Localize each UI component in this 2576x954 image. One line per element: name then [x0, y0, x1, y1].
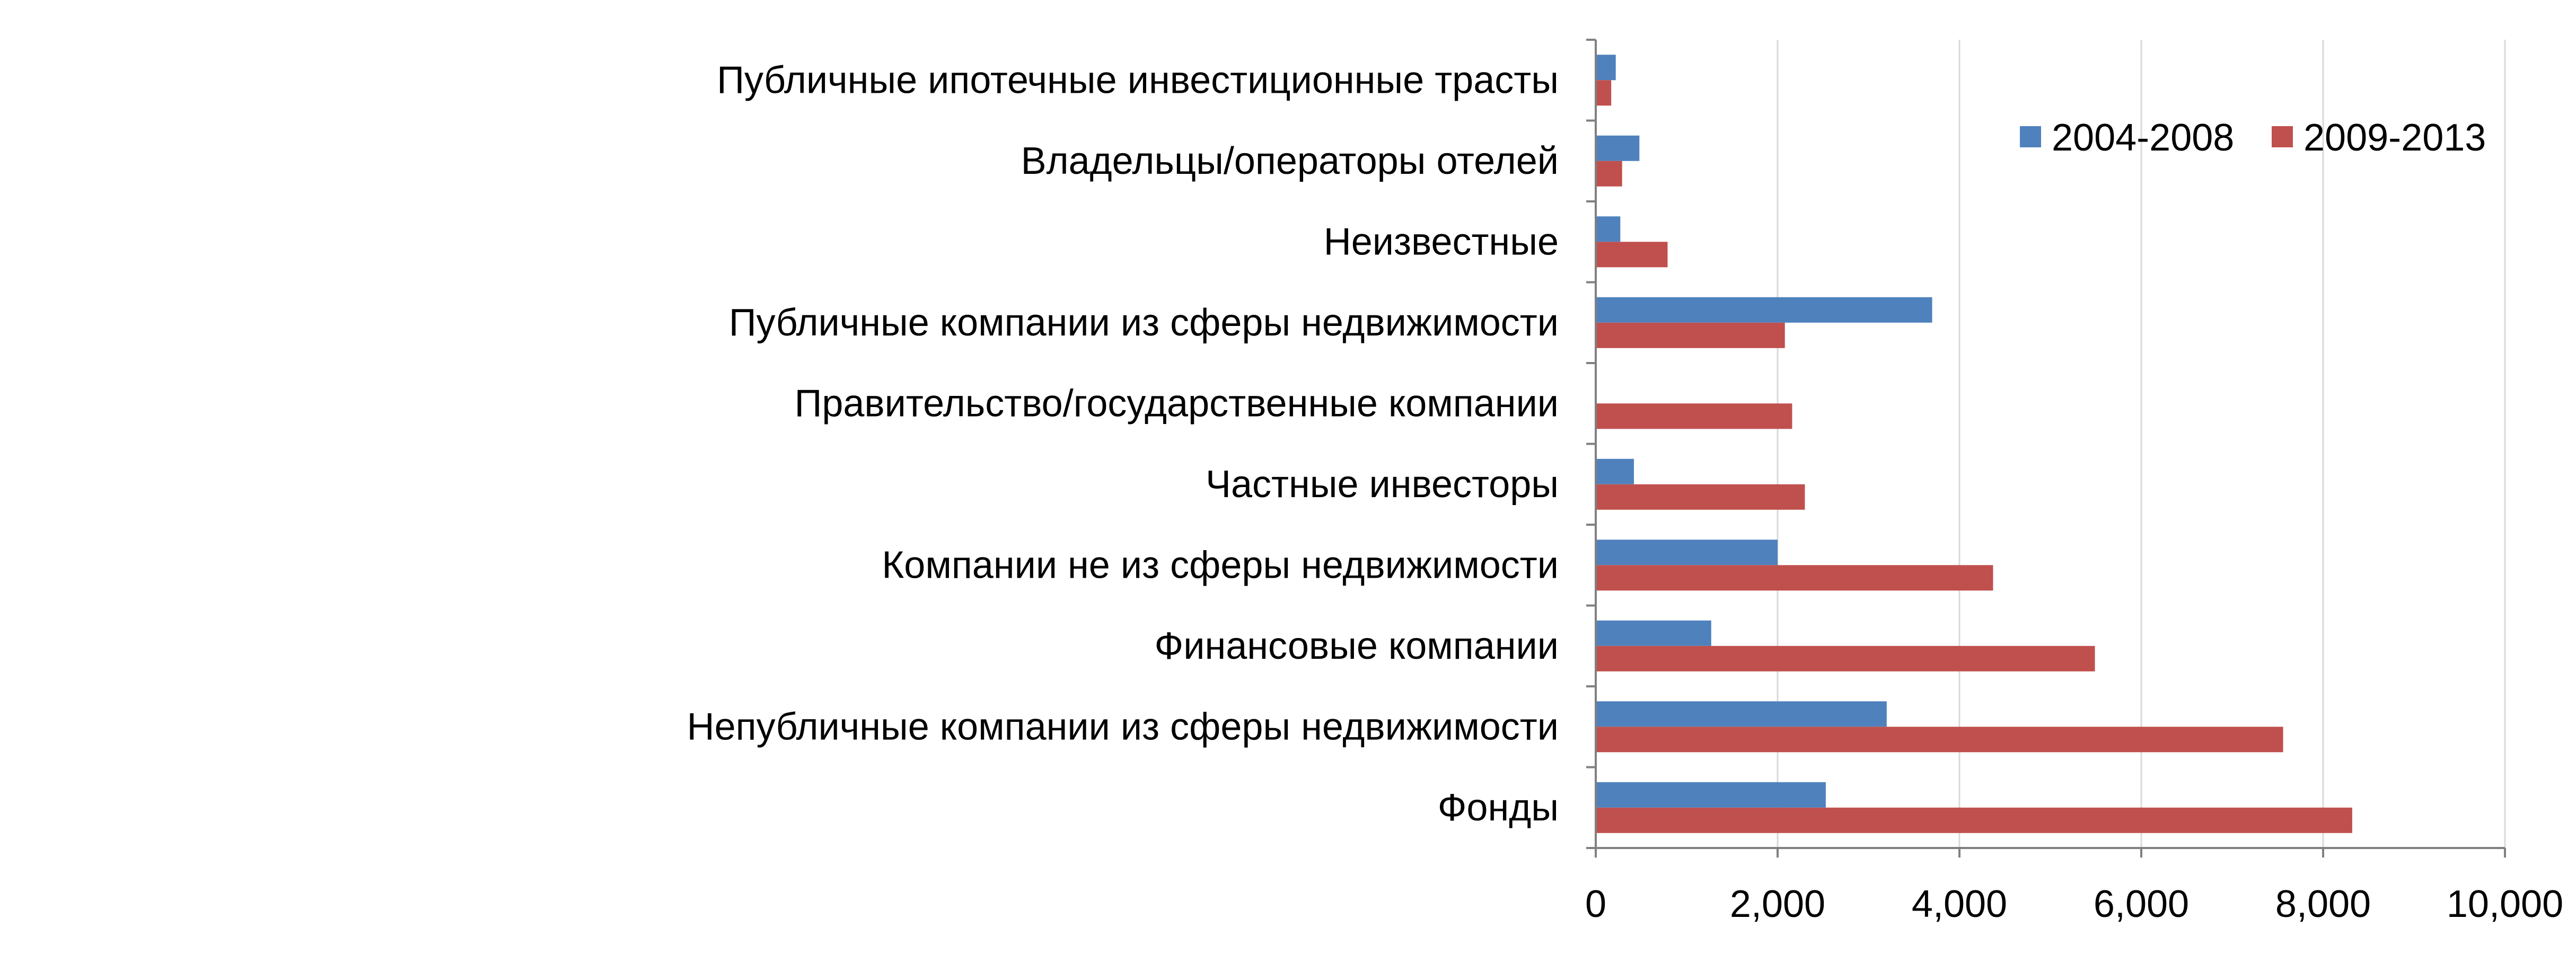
x-tick-labels: 0 2,000 4,000 6,000 8,000 10,000	[1585, 883, 2563, 925]
category-label: Финансовые компании	[1154, 625, 1559, 667]
category-labels: Публичные ипотечные инвестиционные траст…	[687, 59, 1559, 829]
legend-swatch-2009-2013	[2272, 126, 2293, 147]
bar-2009-2013-5	[1596, 403, 1792, 429]
legend-label: 2004-2008	[2052, 117, 2234, 159]
bar-2009-2013-7	[1596, 565, 1993, 591]
axes	[1586, 39, 2506, 858]
bar-2004-2008-3	[1596, 216, 1621, 242]
category-label: Публичные компании из сферы недвижимости	[729, 302, 1559, 344]
category-label: Частные инвесторы	[1206, 463, 1559, 506]
bar-2004-2008-2	[1596, 135, 1640, 161]
category-label: Компании не из сферы недвижимости	[882, 544, 1559, 586]
x-tick-label: 0	[1585, 883, 1606, 925]
bar-2009-2013-6	[1596, 484, 1805, 510]
bar-2009-2013-3	[1596, 242, 1668, 268]
category-label: Непубличные компании из сферы недвижимос…	[687, 705, 1559, 748]
category-label: Фонды	[1438, 787, 1559, 829]
legend-swatch-2004-2008	[2020, 126, 2041, 147]
category-label: Правительство/государственные компании	[795, 382, 1559, 425]
bar-2004-2008-7	[1596, 540, 1778, 566]
bar-2009-2013-1	[1596, 80, 1612, 106]
legend: 2004-2008 2009-2013	[2020, 117, 2486, 159]
bar-2004-2008-6	[1596, 458, 1634, 484]
category-label: Неизвестные	[1324, 220, 1559, 263]
x-tick-label: 2,000	[1730, 883, 1825, 925]
bar-2009-2013-8	[1596, 646, 2095, 672]
x-tick-label: 6,000	[2094, 883, 2189, 925]
bar-2004-2008-10	[1596, 782, 1826, 808]
bar-2004-2008-1	[1596, 55, 1616, 81]
x-tick-label: 4,000	[1912, 883, 2007, 925]
bar-2004-2008-8	[1596, 620, 1711, 646]
bar-2009-2013-10	[1596, 807, 2352, 833]
bar-2004-2008-4	[1596, 297, 1932, 323]
bars	[1596, 55, 2352, 833]
bar-2009-2013-9	[1596, 727, 2283, 753]
category-label: Владельцы/операторы отелей	[1021, 140, 1559, 182]
bar-2004-2008-9	[1596, 701, 1887, 727]
bar-2009-2013-4	[1596, 322, 1785, 348]
legend-label: 2009-2013	[2304, 117, 2486, 159]
bar-2009-2013-2	[1596, 161, 1622, 187]
x-tick-label: 8,000	[2275, 883, 2371, 925]
x-tick-label: 10,000	[2447, 883, 2563, 925]
category-label: Публичные ипотечные инвестиционные траст…	[717, 59, 1559, 101]
